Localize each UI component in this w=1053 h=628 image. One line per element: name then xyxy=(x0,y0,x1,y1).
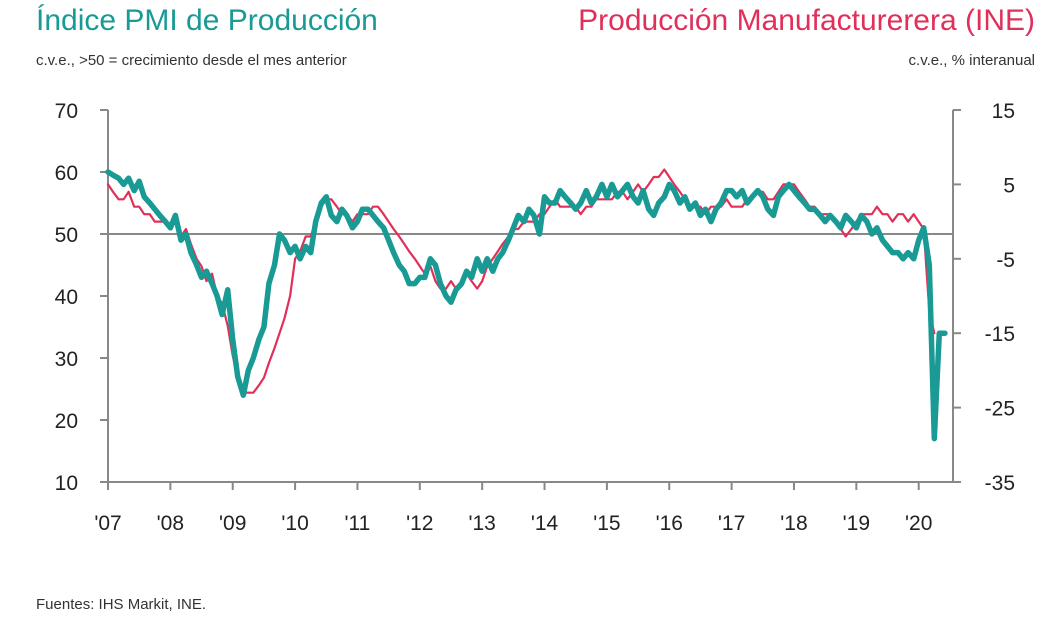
left-axis-tick-label: 20 xyxy=(55,410,78,433)
left-axis-tick-label: 60 xyxy=(55,162,78,185)
x-axis-tick-label: '11 xyxy=(345,512,371,535)
left-axis-tick-label: 50 xyxy=(55,224,78,247)
left-axis-title: Índice PMI de Producción xyxy=(36,4,378,37)
x-axis-tick-label: '08 xyxy=(157,512,184,535)
x-axis-tick-label: '15 xyxy=(593,512,620,535)
pmi-series-line xyxy=(105,169,948,442)
x-axis-tick-label: '20 xyxy=(905,512,932,535)
right-axis-title: Producción Manufacturerera (INE) xyxy=(578,4,1035,37)
x-axis-tick-label: '19 xyxy=(843,512,870,535)
source-note: Fuentes: IHS Markit, INE. xyxy=(36,596,207,613)
x-axis-tick-label: '12 xyxy=(406,512,433,535)
left-axis-tick-label: 70 xyxy=(55,100,78,123)
x-axis-tick-label: '18 xyxy=(780,512,807,535)
x-axis-tick-label: '09 xyxy=(219,512,246,535)
left-axis-tick-label: 10 xyxy=(55,472,78,495)
x-axis-tick-label: '16 xyxy=(656,512,683,535)
x-axis-tick-label: '17 xyxy=(718,512,745,535)
ine-series-line xyxy=(106,168,936,394)
x-axis-tick-label: '07 xyxy=(94,512,121,535)
x-axis-tick-label: '14 xyxy=(531,512,559,535)
x-axis-tick-label: '13 xyxy=(468,512,495,535)
right-axis-tick-label: -25 xyxy=(985,398,1015,421)
x-axis-tick-label: '10 xyxy=(281,512,308,535)
right-axis-tick-label: -35 xyxy=(985,472,1015,495)
left-axis-subtitle: c.v.e., >50 = crecimiento desde el mes a… xyxy=(36,52,347,69)
right-axis-tick-label: 5 xyxy=(1003,174,1015,197)
right-axis-subtitle: c.v.e., % interanual xyxy=(908,52,1035,69)
left-axis-tick-label: 30 xyxy=(55,348,78,371)
right-axis-tick-label: 15 xyxy=(992,100,1015,123)
left-axis-tick-label: 40 xyxy=(55,286,78,309)
right-axis-tick-label: -5 xyxy=(996,249,1015,272)
right-axis-tick-label: -15 xyxy=(985,323,1015,346)
